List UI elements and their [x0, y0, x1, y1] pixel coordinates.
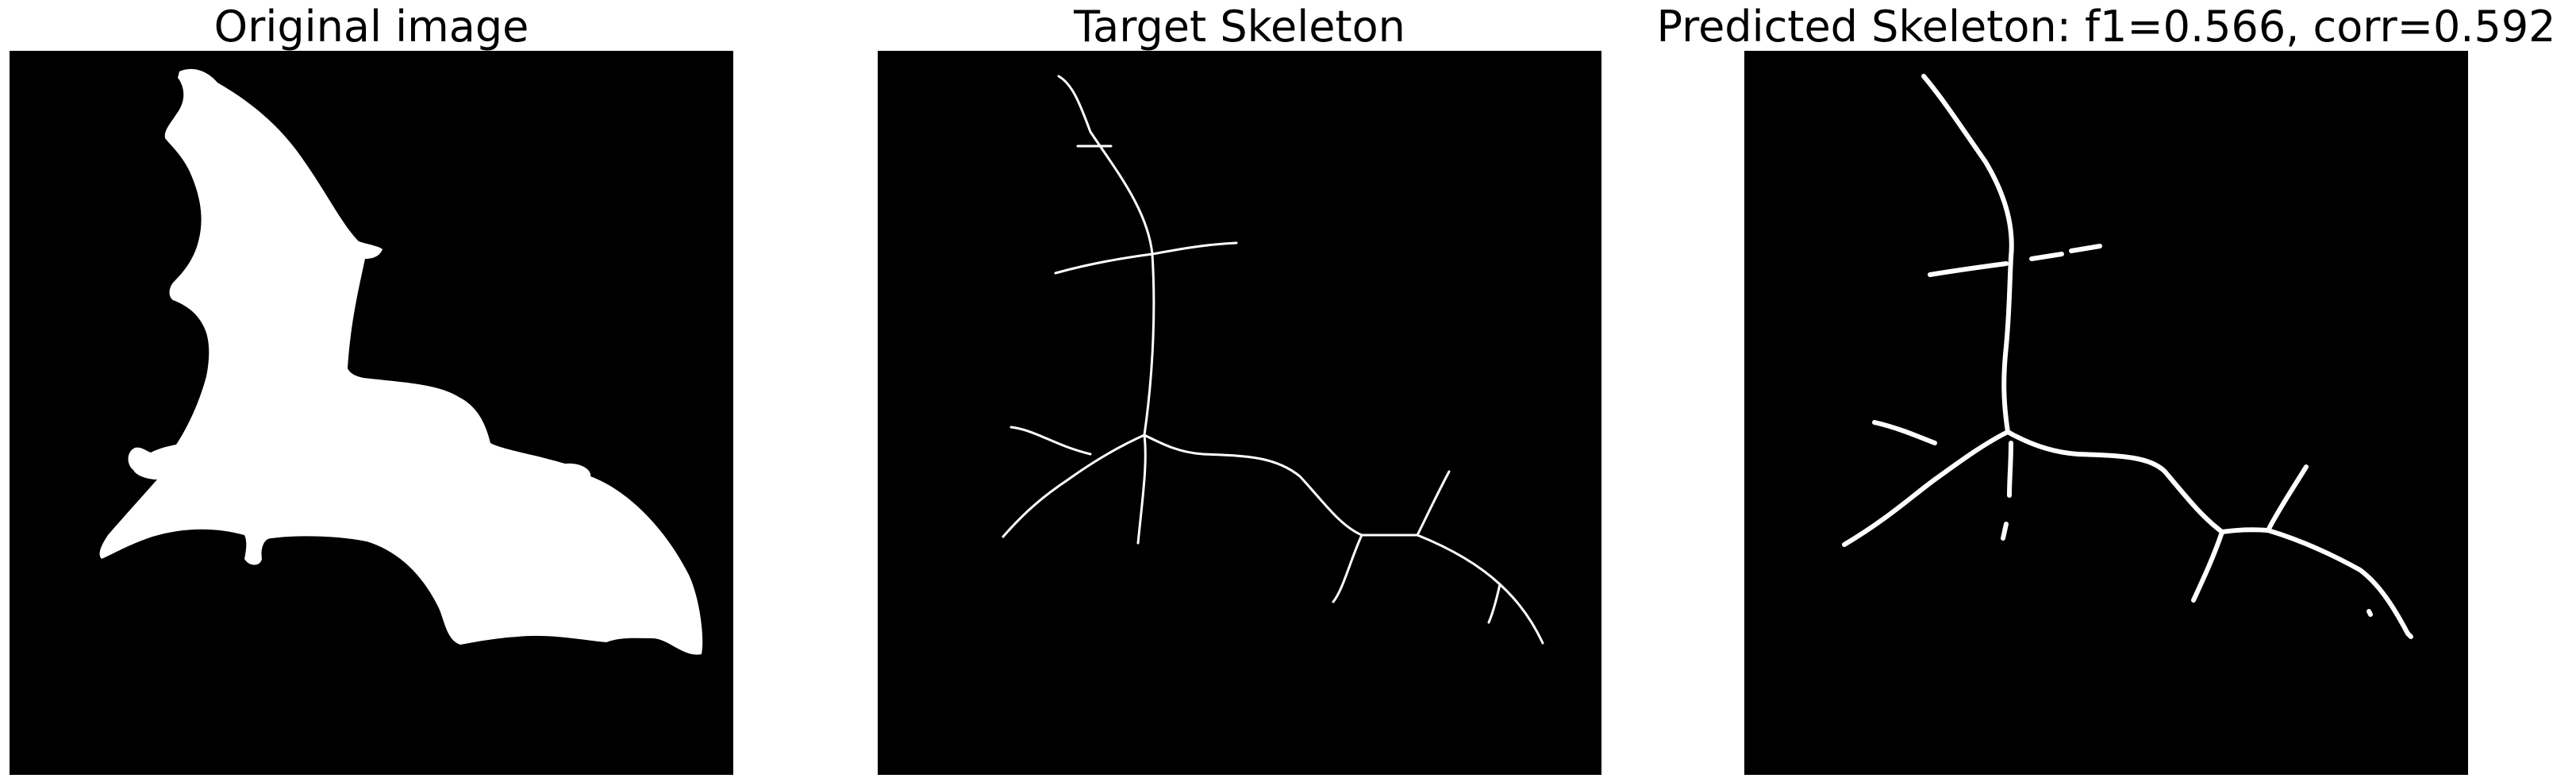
panel-title-target: Target Skeleton [1074, 2, 1405, 52]
predicted-skeleton-image [1744, 51, 2468, 775]
panel-title-original: Original image [213, 2, 529, 52]
panel-original-image: Original image [10, 0, 733, 782]
target-skeleton [1002, 75, 1544, 645]
target-skeleton-image [878, 51, 1601, 775]
predicted-skeleton [1842, 74, 2413, 639]
panel-predicted-skeleton: Predicted Skeleton: f1=0.566, corr=0.592 [1656, 0, 2556, 782]
bat-silhouette [99, 68, 703, 655]
panel-target-skeleton: Target Skeleton [878, 0, 1601, 782]
original-image [10, 51, 733, 775]
panel-title-predicted: Predicted Skeleton: f1=0.566, corr=0.592 [1656, 2, 2556, 52]
